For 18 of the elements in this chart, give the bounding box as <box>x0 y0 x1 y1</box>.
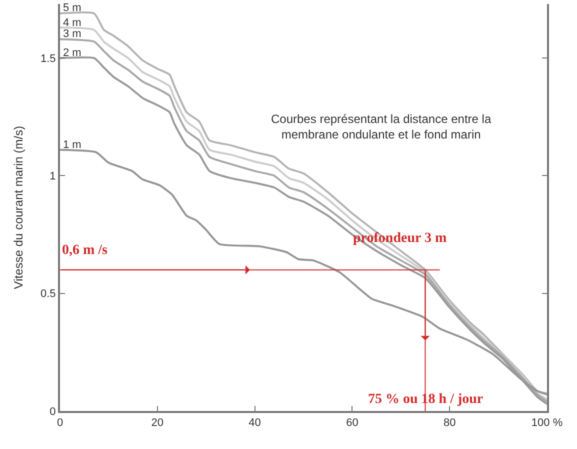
annotation: Courbes représentant la distance entre la membrane ondulante et le fond marin <box>271 112 492 142</box>
x-tick-label: 40 <box>248 417 261 430</box>
series-label: 1 m <box>63 139 82 151</box>
annotation: profondeur 3 m <box>353 231 447 246</box>
x-tick-label: 20 <box>151 417 164 430</box>
series-label: 5 m <box>63 2 82 14</box>
series-label: 2 m <box>63 47 82 59</box>
y-tick-label: 1 <box>50 170 56 183</box>
y-tick-label: 0.5 <box>40 288 56 300</box>
y-tick-label: 1.5 <box>40 52 56 65</box>
ref-line-label: 0,6 m /s <box>62 243 108 258</box>
y-axis-title: Vitesse du courant marin (m/s) <box>11 126 26 290</box>
y-tick-label: 0 <box>50 406 56 418</box>
x-tick-label: 80 <box>443 417 456 430</box>
series-label: 3 m <box>63 28 82 40</box>
series-label: 4 m <box>63 17 82 29</box>
x-tick-label: 100 % <box>531 417 563 430</box>
x-tick-label: 60 <box>346 417 358 430</box>
